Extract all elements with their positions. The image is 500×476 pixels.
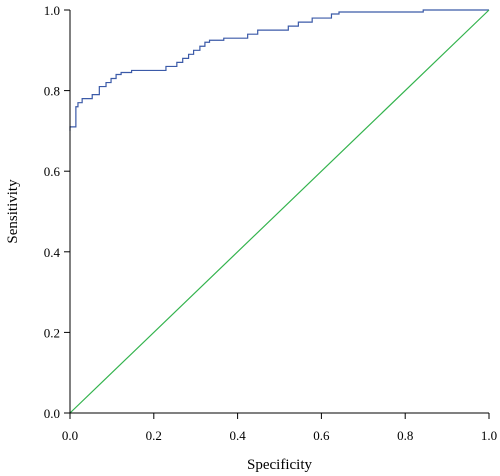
x-tick-label: 0.2 bbox=[146, 428, 162, 443]
x-axis-title: Specificity bbox=[247, 457, 312, 473]
roc-curve-line bbox=[69, 9, 489, 131]
y-tick-label: 0.0 bbox=[44, 406, 60, 421]
x-tick-label: 0.8 bbox=[397, 428, 413, 443]
x-tick-label: 0.6 bbox=[313, 428, 330, 443]
y-tick-label: 0.4 bbox=[44, 245, 61, 260]
y-tick-label: 1.0 bbox=[44, 3, 60, 18]
y-tick-label: 0.2 bbox=[44, 325, 60, 340]
y-tick-label: 0.8 bbox=[44, 84, 60, 99]
y-axis-title: Sensitivity bbox=[5, 179, 21, 244]
y-tick-label: 0.6 bbox=[44, 164, 61, 179]
reference-diagonal-line bbox=[69, 9, 490, 414]
x-tick-label: 0.0 bbox=[62, 428, 78, 443]
x-tick-label: 1.0 bbox=[481, 428, 497, 443]
x-tick-label: 0.4 bbox=[229, 428, 246, 443]
axes-layer bbox=[69, 10, 489, 414]
ticks-layer: 0.0 0.2 0.4 0.6 0.8 1.0 0.0 0.2 0.4 0.6 0.8 1.0 bbox=[44, 3, 497, 443]
series-layer bbox=[69, 9, 490, 414]
